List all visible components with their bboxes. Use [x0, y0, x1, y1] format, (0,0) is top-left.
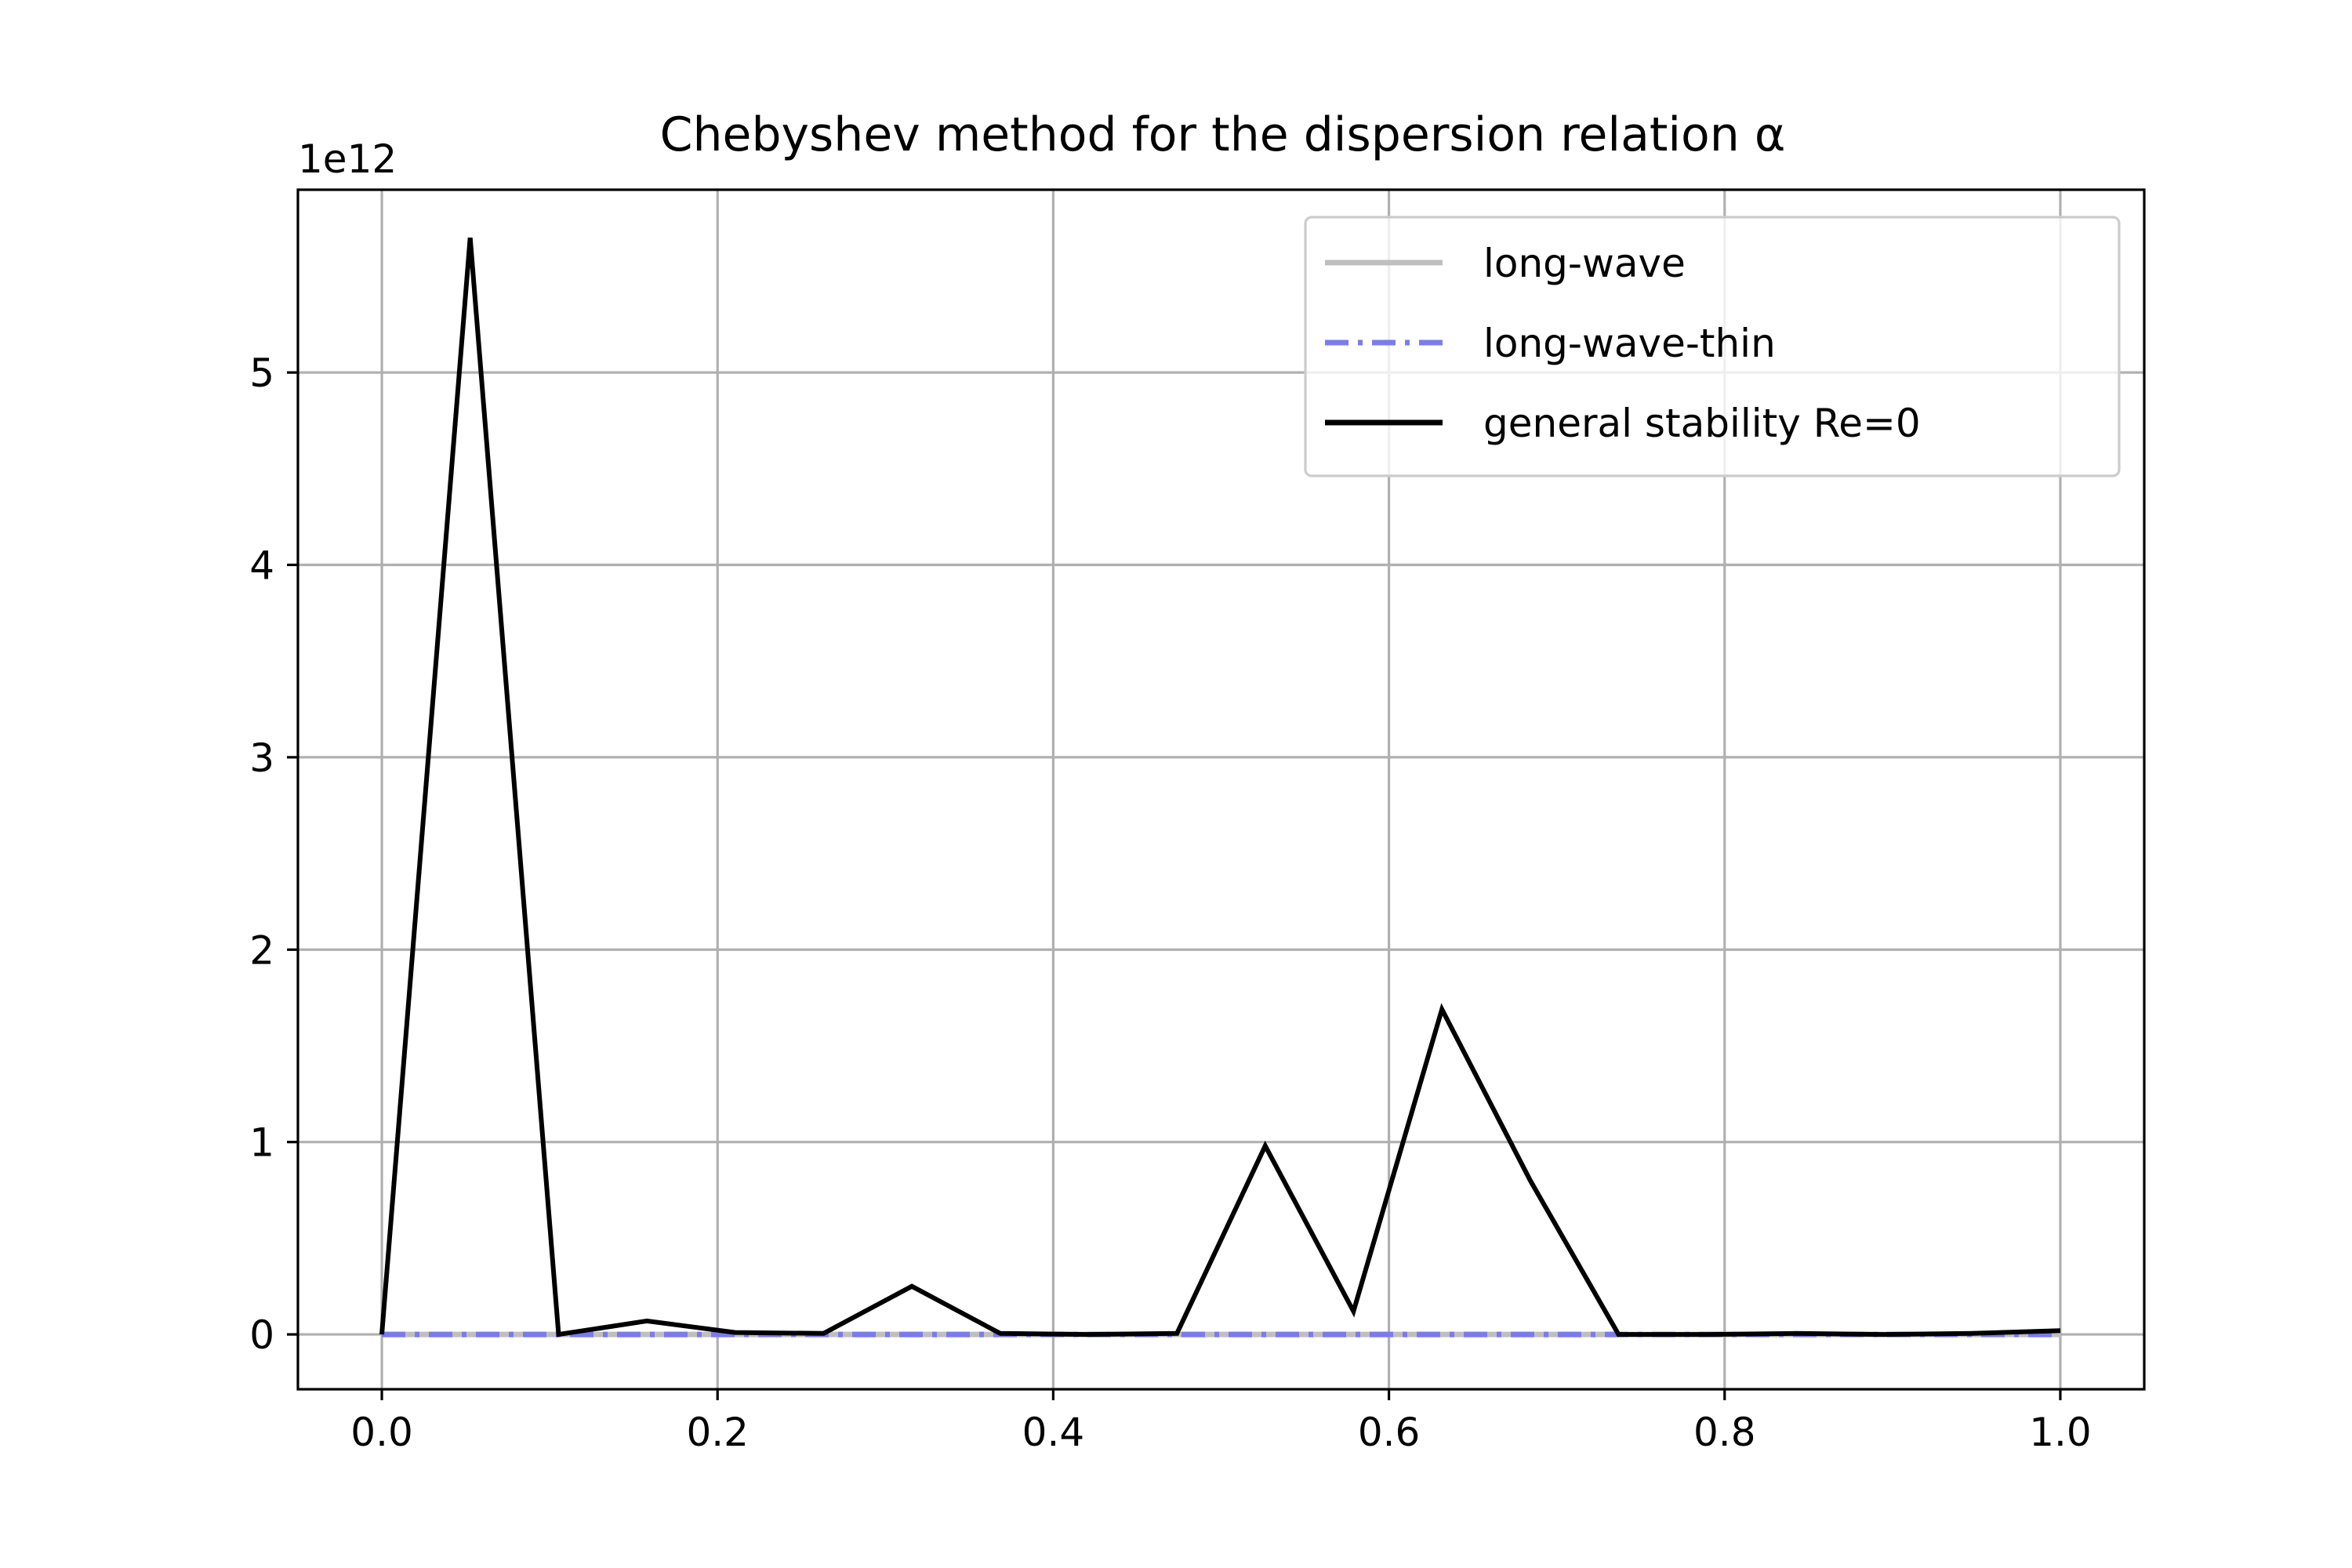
- x-tick-label: 0.0: [350, 1410, 413, 1455]
- x-tick-label: 0.8: [1693, 1410, 1756, 1455]
- legend-label: long-wave-thin: [1483, 321, 1776, 366]
- grid: [298, 190, 2144, 1389]
- legend-label: long-wave: [1483, 241, 1686, 286]
- x-tick-label: 0.4: [1022, 1410, 1085, 1455]
- series-line-3: [379, 238, 2061, 1338]
- legend-label: general stability Re=0: [1483, 401, 1921, 446]
- legend-box: [1304, 216, 2121, 477]
- y-tick-label: 0: [249, 1312, 274, 1358]
- x-tick-label: 1.0: [2029, 1410, 2092, 1455]
- y-tick-label: 3: [249, 735, 274, 781]
- ticks: 0.0 0.2 0.4 0.6 0.8 1.0 0 1 2 3 4 5: [249, 350, 2092, 1455]
- x-tick-label: 0.2: [686, 1410, 749, 1455]
- y-tick-label: 1: [249, 1120, 274, 1166]
- x-tick-label: 0.6: [1358, 1410, 1421, 1455]
- y-offset-label: 1e12: [298, 136, 397, 182]
- chart-title: Chebyshev method for the dispersion rela…: [660, 107, 1786, 162]
- legend: long-wave long-wave-thin general stability…: [1304, 216, 2121, 477]
- y-tick-label: 2: [249, 927, 274, 973]
- y-tick-label: 5: [249, 350, 274, 396]
- y-tick-label: 4: [249, 543, 274, 589]
- series-layer: [379, 238, 2061, 1338]
- plot-frame: [296, 188, 2146, 1391]
